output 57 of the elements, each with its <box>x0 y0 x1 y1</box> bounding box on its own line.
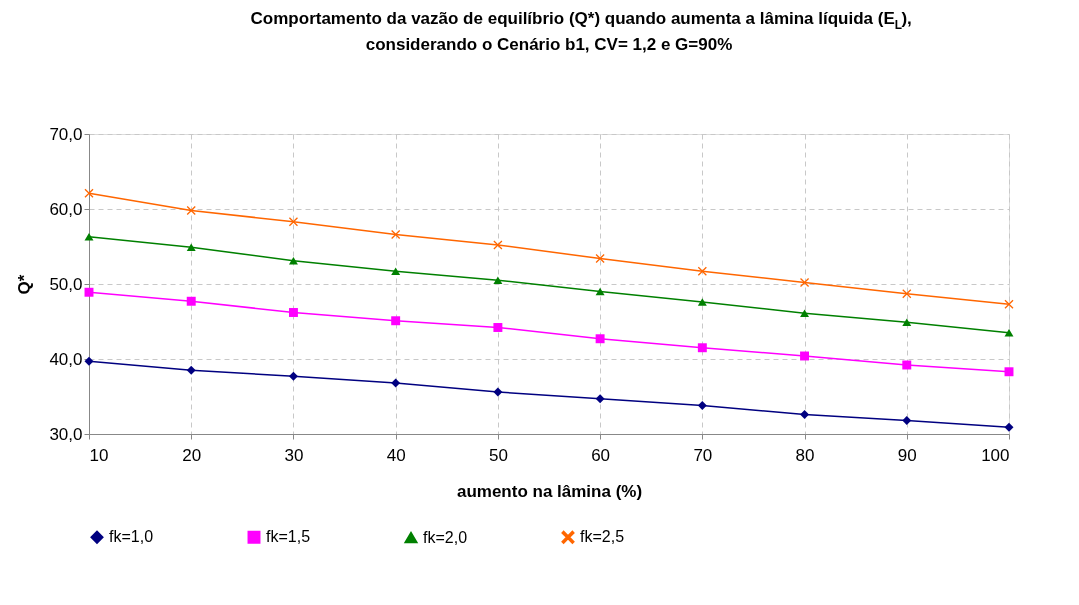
x-tick-label: 70 <box>693 445 713 465</box>
point <box>902 360 912 370</box>
point <box>493 240 503 250</box>
point <box>288 308 298 317</box>
y-tick-label: 40,0 <box>49 349 83 369</box>
x-tick-label: 50 <box>488 445 508 465</box>
point <box>288 371 298 381</box>
legend-label: fk=1,5 <box>266 528 311 546</box>
point <box>391 316 401 326</box>
legend-label: fk=2,0 <box>423 528 468 546</box>
point <box>84 356 94 366</box>
point <box>1004 367 1014 377</box>
point <box>288 256 298 265</box>
point <box>1004 299 1014 309</box>
point <box>84 287 94 297</box>
point <box>697 298 707 306</box>
x-tick-label: 90 <box>897 445 917 465</box>
x-tick-label: 20 <box>182 445 202 465</box>
point <box>493 323 503 332</box>
y-tick-label: 70,0 <box>49 124 83 144</box>
point <box>391 378 401 388</box>
x-tick-label: 100 <box>981 445 1010 465</box>
legend-label: fk=1,0 <box>109 528 154 546</box>
point <box>391 230 401 239</box>
point <box>493 276 503 285</box>
x-axis-title: aumento na lâmina (%) <box>456 481 643 501</box>
x-tick-label: 60 <box>591 445 611 465</box>
y-tick-label: 60,0 <box>49 199 83 219</box>
point <box>186 206 196 215</box>
x-tick-label: 80 <box>795 445 815 465</box>
point <box>902 318 912 327</box>
point <box>288 217 298 227</box>
point <box>800 309 810 318</box>
point <box>595 254 605 263</box>
point <box>186 296 196 306</box>
y-axis-title: Q* <box>15 274 35 295</box>
x-tick-label: 10 <box>89 445 109 465</box>
point <box>1004 422 1014 432</box>
point <box>186 365 196 375</box>
x-tick-label: 30 <box>284 445 304 465</box>
point <box>800 410 810 419</box>
point <box>697 343 707 353</box>
point <box>84 232 94 241</box>
y-tick-label: 50,0 <box>49 274 83 294</box>
point <box>902 416 912 425</box>
y-tick-label: 30,0 <box>49 424 83 444</box>
x-tick-label: 40 <box>386 445 406 465</box>
point <box>595 334 605 344</box>
point <box>595 394 605 404</box>
point <box>391 267 401 276</box>
point <box>493 387 503 397</box>
point <box>697 401 707 410</box>
point <box>800 351 810 361</box>
legend-label: fk=2,5 <box>580 528 625 546</box>
point <box>1004 328 1014 337</box>
point <box>84 188 94 198</box>
point <box>186 243 196 252</box>
